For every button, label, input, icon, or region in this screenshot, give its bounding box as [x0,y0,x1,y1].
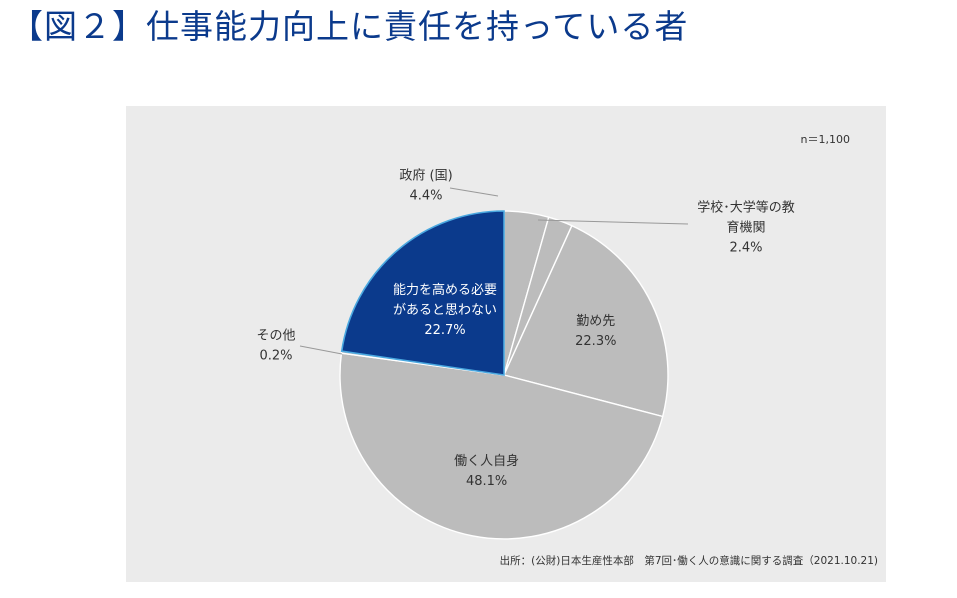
slice-value-label: 0.2% [259,349,292,364]
sample-size-label: n＝1,100 [800,133,850,146]
slice-category-label: 政府 (国) [399,169,452,184]
pie-slice-label: 働く人自身 48.1% [454,453,519,489]
pie-slice [339,352,664,540]
pie-slice [340,210,505,376]
pie-slice-label: 勤め先 22.3% [575,314,616,349]
slice-category-label: 育機関 [726,220,765,236]
source-note: 出所：(公財)日本生産性本部 第7回･働く人の意識に関する調査（2021.10.… [499,555,878,567]
page-title: 【図２】仕事能力向上に責任を持っている者 [10,7,689,46]
slice-value-label: 22.3% [575,334,616,349]
slice-category-label: があると思わない [393,303,497,318]
leader-line [449,187,499,197]
slice-value-label: 48.1% [466,474,507,489]
pie-slice [503,224,669,418]
leader-line [537,219,689,225]
slice-category-label: 能力を高める必要 [393,282,497,298]
slice-category-label: その他 [256,329,295,344]
chart-panel: 政府 (国) 4.4% 学校･大学等の教 育機関 2.4% 勤め先 22.3% 働く人自身 48… [126,106,886,582]
pie-slice-label: 政府 (国) 4.4% [399,169,452,204]
slice-category-label: 勤め先 [576,314,615,329]
slice-value-label: 22.7% [424,323,465,338]
slice-value-label: 2.4% [729,241,762,256]
pie-slice-label: その他 0.2% [256,329,295,364]
slice-value-label: 4.4% [409,189,442,204]
slice-category-label: 働く人自身 [454,453,519,469]
leader-line [299,345,343,355]
slice-category-label: 学校･大学等の教 [697,200,795,216]
pie-wedges [339,210,669,540]
